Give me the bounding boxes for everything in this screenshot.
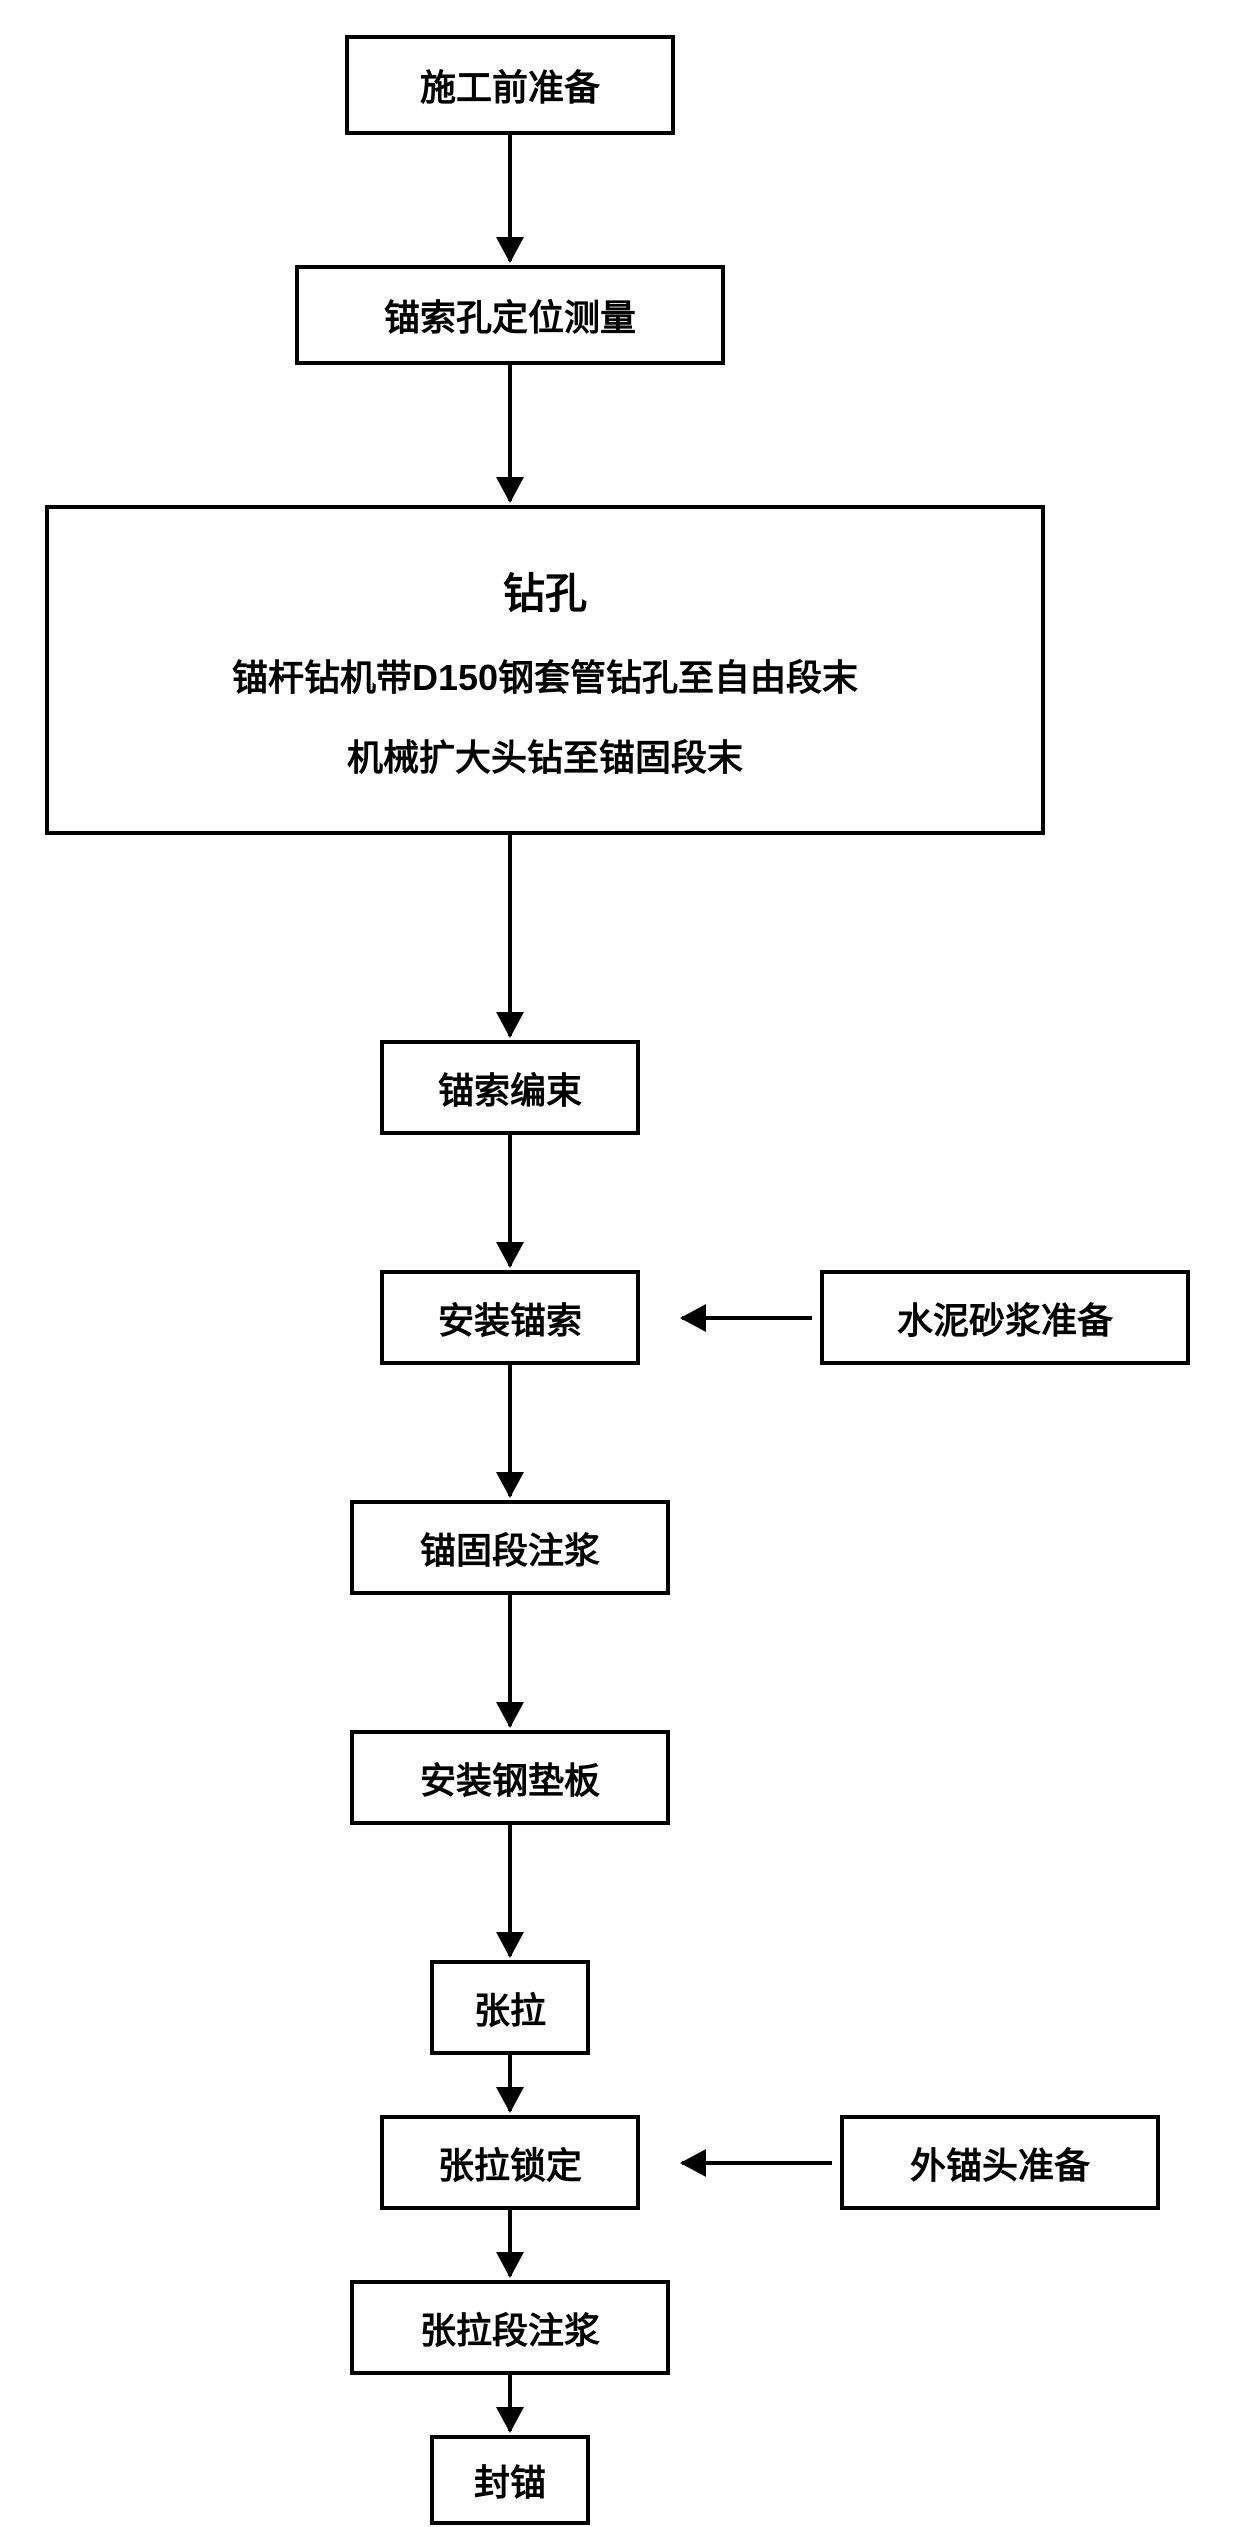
arrow-h-2 — [682, 2161, 832, 2165]
node-tension-lock: 张拉锁定 — [380, 2115, 640, 2210]
node-install-plate-label: 安装钢垫板 — [354, 1752, 666, 1804]
node-anchor-grout-label: 锚固段注浆 — [354, 1522, 666, 1574]
node-tension: 张拉 — [430, 1960, 590, 2055]
node-position-label: 锚索孔定位测量 — [299, 289, 721, 341]
node-mortar-prep: 水泥砂浆准备 — [820, 1270, 1190, 1365]
node-install-cable: 安装锚索 — [380, 1270, 640, 1365]
node-seal: 封锚 — [430, 2435, 590, 2525]
node-install-plate: 安装钢垫板 — [350, 1730, 670, 1825]
node-prep: 施工前准备 — [345, 35, 675, 135]
node-prep-label: 施工前准备 — [349, 59, 671, 111]
arrow-v-4 — [508, 1135, 512, 1266]
node-drill-line1: 锚杆钻机带D150钢套管钻孔至自由段末 — [49, 649, 1041, 701]
node-anchor-head-prep: 外锚头准备 — [840, 2115, 1160, 2210]
node-tension-label: 张拉 — [434, 1982, 586, 2034]
arrow-h-1 — [682, 1316, 812, 1320]
node-anchor-grout: 锚固段注浆 — [350, 1500, 670, 1595]
flowchart-canvas: 施工前准备 锚索孔定位测量 钻孔 锚杆钻机带D150钢套管钻孔至自由段末 机械扩… — [0, 0, 1236, 2527]
node-position: 锚索孔定位测量 — [295, 265, 725, 365]
arrow-v-5 — [508, 1365, 512, 1496]
arrow-v-8 — [508, 2055, 512, 2111]
arrow-v-6 — [508, 1595, 512, 1726]
arrow-v-7 — [508, 1825, 512, 1956]
node-tension-grout: 张拉段注浆 — [350, 2280, 670, 2375]
node-drill-title: 钻孔 — [49, 560, 1041, 621]
arrow-v-10 — [508, 2375, 512, 2431]
node-install-cable-label: 安装锚索 — [384, 1292, 636, 1344]
node-anchor-head-prep-label: 外锚头准备 — [844, 2137, 1156, 2189]
node-tension-grout-label: 张拉段注浆 — [354, 2302, 666, 2354]
arrow-v-3 — [508, 835, 512, 1036]
node-drill-line2: 机械扩大头钻至锚固段末 — [49, 729, 1041, 781]
node-bundle: 锚索编束 — [380, 1040, 640, 1135]
node-tension-lock-label: 张拉锁定 — [384, 2137, 636, 2189]
node-mortar-prep-label: 水泥砂浆准备 — [824, 1292, 1186, 1344]
node-seal-label: 封锚 — [434, 2454, 586, 2506]
arrow-v-9 — [508, 2210, 512, 2276]
node-drill: 钻孔 锚杆钻机带D150钢套管钻孔至自由段末 机械扩大头钻至锚固段末 — [45, 505, 1045, 835]
arrow-v-2 — [508, 365, 512, 501]
node-bundle-label: 锚索编束 — [384, 1062, 636, 1114]
arrow-v-1 — [508, 135, 512, 261]
